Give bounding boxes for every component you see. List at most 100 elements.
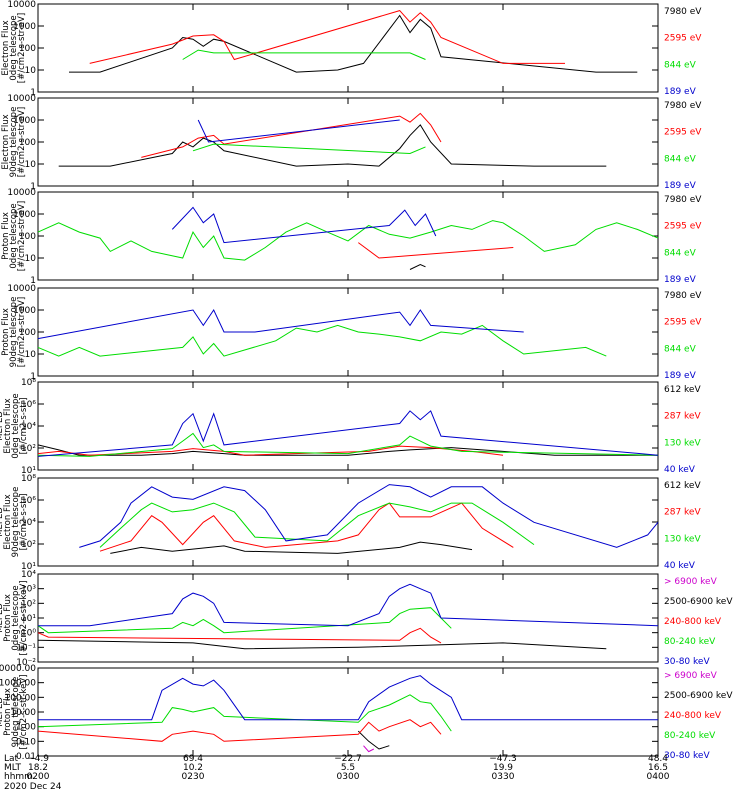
- x-lat-label: 48.4: [648, 754, 668, 764]
- y-axis-title-line: [#/cm2-s-str]: [19, 494, 29, 551]
- y-tick-label: 1: [30, 88, 36, 98]
- panel-5-series-2-line: [37, 445, 504, 456]
- x-lat-label: −47.3: [489, 754, 517, 764]
- legend-entry: 80-240 keV: [664, 637, 716, 647]
- panel-6-series-4-line: [79, 484, 659, 548]
- legend-entry: 130 keV: [664, 534, 701, 544]
- y-tick-label: 0.10: [16, 737, 36, 747]
- y-axis-title-line: [#/cm2-s-str-eV]: [17, 107, 27, 177]
- x-mlt-label: 5.5: [341, 763, 355, 773]
- legend-entry: 30-80 keV: [664, 751, 710, 761]
- x-hhmm-label: 0330: [492, 772, 515, 782]
- panel-8-series-5-line: [38, 675, 658, 721]
- y-axis-title-line: MEPED: [0, 603, 5, 633]
- y-tick-label: 1: [30, 182, 36, 192]
- panel-6-series-1-line: [110, 541, 473, 554]
- legend-entry: > 6900 keV: [664, 671, 718, 681]
- y-axis-title-line: MEPED: [0, 697, 5, 727]
- y-axis-title-line: Proton Flux: [1, 308, 11, 356]
- y-tick-label: 10²: [21, 444, 36, 454]
- panel-7-series-2-line: [37, 639, 607, 650]
- y-tick-label: 10: [25, 350, 37, 360]
- y-tick-label: 10⁻¹: [16, 643, 36, 653]
- y-tick-label: 10000: [7, 284, 36, 294]
- x-hhmm-label: 0230: [182, 772, 205, 782]
- panel-7-series-3-line: [37, 627, 442, 644]
- y-axis-title-line: 90deg telescope: [11, 677, 21, 748]
- legend-entry: 287 keV: [664, 508, 701, 518]
- y-tick-label: 10: [25, 66, 37, 76]
- panel-3-series-3-line: [37, 220, 659, 261]
- legend-entry: 2595 eV: [664, 34, 702, 44]
- y-tick-label: 10⁰: [21, 629, 36, 639]
- legend-entry: 287 keV: [664, 412, 701, 422]
- y-tick-label: 10000.00: [0, 664, 36, 674]
- legend-entry: 80-240 keV: [664, 731, 716, 741]
- y-tick-label: 10²: [21, 599, 36, 609]
- x-hhmm-label: 0400: [647, 772, 670, 782]
- y-tick-label: 1000: [13, 306, 36, 316]
- legend-entry: 2595 eV: [664, 318, 702, 328]
- y-tick-label: 10¹: [21, 466, 36, 476]
- y-tick-label: 1.00: [16, 723, 36, 733]
- panel-1-series-3-line: [182, 49, 426, 60]
- y-axis-title-line: [#/cm2-s-str-keV]: [19, 675, 29, 750]
- legend-entry: 40 keV: [664, 561, 696, 571]
- y-tick-label: 10¹: [21, 562, 36, 572]
- panel-5-series-3-line: [37, 432, 659, 457]
- y-axis-title-line: 90deg telescope: [9, 297, 19, 368]
- y-tick-label: 1: [30, 276, 36, 286]
- y-tick-label: 10⁴: [21, 570, 36, 580]
- y-tick-label: 1000: [13, 210, 36, 220]
- panel-5-frame: [37, 381, 659, 471]
- y-tick-label: 1000.00: [0, 679, 36, 689]
- legend-entry: 2595 eV: [664, 222, 702, 232]
- legend-entry: 240-800 keV: [664, 617, 722, 627]
- x-mlt-label: 19.9: [493, 763, 513, 773]
- y-tick-label: 10⁴: [21, 518, 36, 528]
- panel-7-series-4-line: [37, 607, 452, 634]
- x-row-label: MLT: [4, 763, 22, 773]
- panel-8-frame: [37, 667, 659, 757]
- panel-5-series-4-line: [37, 410, 659, 457]
- panel-2-series-3-line: [192, 143, 426, 155]
- legend-entry: 7980 eV: [664, 291, 702, 301]
- y-axis-title-line: [#/cm2-s-str-keV]: [19, 581, 29, 656]
- y-axis-title-line: Electron Flux: [1, 114, 11, 169]
- legend-entry: 2595 eV: [664, 128, 702, 138]
- x-row-label: Lat: [4, 754, 19, 764]
- panel-1-series-2-line: [89, 10, 565, 64]
- y-axis-title-line: Electron Flux: [3, 494, 13, 549]
- x-mlt-label: 10.2: [183, 763, 203, 773]
- y-tick-label: 10⁸: [21, 474, 36, 484]
- x-mlt-label: 16.5: [648, 763, 668, 773]
- panel-4-frame: [37, 287, 659, 377]
- y-tick-label: 10⁴: [21, 422, 36, 432]
- y-axis-title-line: 0deg telescope: [9, 203, 19, 268]
- y-axis-title-line: [#/cm2-s-str-eV]: [17, 297, 27, 367]
- y-axis-title-line: Proton Flux: [3, 594, 13, 642]
- legend-entry: 612 keV: [664, 385, 701, 395]
- legend-entry: 612 keV: [664, 481, 701, 491]
- panel-4-series-3-line: [37, 324, 607, 357]
- y-tick-label: 0.01: [16, 752, 36, 762]
- x-row-label: hhmm: [4, 772, 33, 782]
- y-tick-label: 10000: [7, 188, 36, 198]
- y-tick-label: 100: [19, 328, 36, 338]
- y-tick-label: 10⁶: [21, 400, 36, 410]
- panel-6-series-2-line: [99, 502, 514, 552]
- x-lat-label: −4.9: [27, 754, 49, 764]
- panel-2-frame: [37, 97, 659, 187]
- legend-entry: 2500-6900 keV: [664, 691, 733, 701]
- y-axis-title-line: MEPED: [0, 507, 5, 537]
- y-tick-label: 10000: [7, 0, 36, 10]
- legend-entry: 844 eV: [664, 248, 697, 258]
- legend-entry: 189 eV: [664, 181, 697, 191]
- panel-7-frame: [37, 573, 659, 663]
- y-axis-title-line: MEPED: [0, 411, 5, 441]
- panel-8-series-2-line: [357, 730, 390, 750]
- y-tick-label: 10: [25, 160, 37, 170]
- legend-entry: 7980 eV: [664, 195, 702, 205]
- panel-3-series-2-line: [358, 242, 514, 259]
